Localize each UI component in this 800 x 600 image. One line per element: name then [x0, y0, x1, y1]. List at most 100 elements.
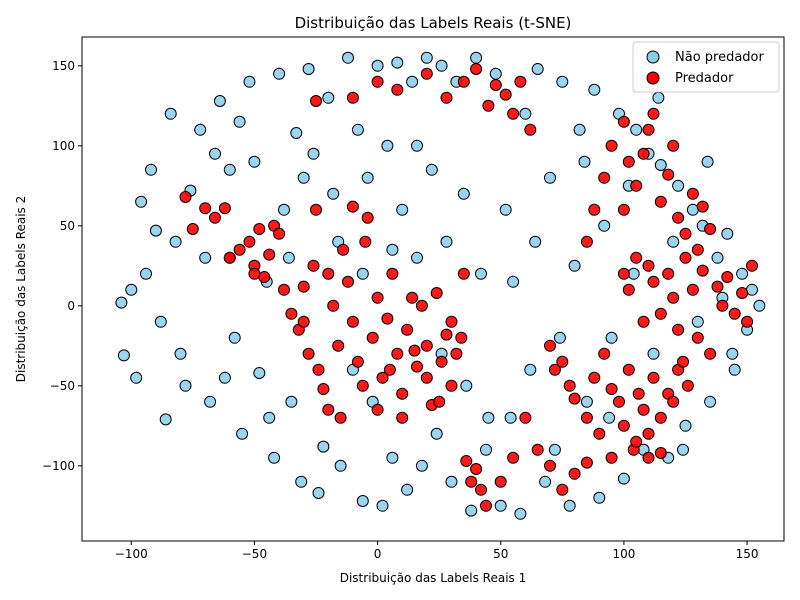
point-predador-27 — [351, 355, 364, 368]
point-predador-1 — [186, 223, 199, 235]
point-predador-94 — [613, 395, 625, 408]
point-predador-17 — [302, 347, 315, 360]
point-predador-147 — [598, 171, 611, 184]
point-nao-predador-96 — [704, 395, 717, 408]
point-predador-25 — [342, 275, 354, 288]
point-predador-91 — [588, 371, 601, 384]
x-tick-label: −100 — [115, 547, 148, 561]
point-nao-predador-52 — [435, 59, 448, 72]
point-predador-81 — [391, 83, 404, 96]
point-nao-predador-21 — [273, 67, 286, 80]
point-predador-143 — [704, 223, 717, 235]
point-predador-16 — [297, 280, 310, 293]
point-predador-74 — [489, 79, 502, 91]
point-predador-55 — [248, 267, 261, 280]
point-predador-78 — [524, 123, 537, 136]
point-nao-predador-131 — [677, 443, 689, 456]
point-nao-predador-132 — [701, 155, 714, 168]
point-predador-51 — [470, 463, 483, 475]
point-predador-145 — [622, 155, 635, 168]
point-nao-predador-54 — [445, 475, 458, 488]
point-predador-129 — [746, 259, 758, 272]
point-nao-predador-36 — [356, 495, 369, 507]
legend-marker-nao-predador — [646, 50, 660, 64]
point-predador-46 — [445, 315, 458, 328]
point-nao-predador-39 — [371, 59, 384, 72]
point-predador-48 — [455, 331, 468, 344]
point-nao-predador-65 — [514, 507, 527, 520]
point-predador-102 — [654, 411, 667, 424]
point-predador-0 — [179, 191, 192, 203]
y-tick-label: 0 — [67, 299, 75, 313]
point-predador-155 — [556, 483, 569, 496]
point-nao-predador-61 — [489, 67, 502, 80]
point-predador-54 — [223, 251, 236, 264]
point-predador-88 — [563, 379, 576, 392]
point-predador-19 — [312, 363, 325, 376]
point-nao-predador-11 — [204, 395, 217, 408]
point-nao-predador-88 — [654, 159, 667, 171]
point-nao-predador-60 — [482, 411, 495, 424]
point-nao-predador-64 — [507, 275, 520, 288]
point-predador-113 — [647, 275, 660, 288]
point-predador-116 — [667, 291, 680, 304]
point-nao-predador-43 — [391, 56, 404, 69]
point-nao-predador-124 — [504, 411, 517, 424]
point-predador-86 — [548, 363, 561, 376]
point-nao-predador-97 — [711, 251, 724, 264]
point-nao-predador-33 — [342, 51, 354, 64]
point-nao-predador-82 — [617, 472, 630, 485]
point-predador-39 — [411, 360, 423, 373]
point-predador-11 — [263, 248, 276, 261]
point-nao-predador-99 — [721, 227, 734, 240]
point-nao-predador-35 — [351, 123, 364, 136]
point-predador-132 — [637, 147, 650, 160]
point-predador-57 — [297, 315, 310, 328]
point-predador-70 — [457, 267, 470, 280]
point-predador-3 — [209, 211, 221, 224]
point-predador-138 — [672, 211, 685, 224]
point-nao-predador-30 — [322, 91, 335, 104]
x-axis-label: Distribuição das Labels Reais 1 — [340, 571, 527, 585]
point-nao-predador-45 — [401, 483, 414, 496]
point-nao-predador-4 — [145, 163, 157, 176]
point-predador-137 — [667, 139, 680, 152]
point-nao-predador-106 — [140, 267, 152, 280]
point-predador-154 — [494, 475, 507, 488]
point-predador-65 — [396, 411, 409, 424]
point-predador-111 — [637, 315, 650, 328]
point-predador-99 — [637, 403, 650, 416]
point-predador-136 — [662, 168, 675, 181]
point-predador-71 — [457, 75, 470, 88]
point-predador-95 — [617, 419, 630, 432]
point-predador-14 — [285, 307, 298, 320]
point-predador-100 — [642, 427, 655, 440]
point-predador-4 — [218, 202, 231, 215]
point-nao-predador-128 — [603, 411, 616, 424]
point-nao-predador-5 — [149, 224, 162, 237]
point-predador-110 — [630, 251, 643, 264]
point-nao-predador-24 — [290, 127, 303, 139]
point-predador-101 — [647, 371, 660, 384]
point-predador-35 — [391, 347, 404, 360]
point-nao-predador-92 — [679, 419, 692, 432]
point-nao-predador-103 — [746, 283, 758, 296]
legend-label-predador: Predador — [675, 71, 734, 86]
y-tick-label: 100 — [52, 139, 75, 153]
point-nao-predador-28 — [312, 487, 325, 499]
point-nao-predador-22 — [278, 203, 290, 216]
point-nao-predador-111 — [209, 147, 221, 160]
point-nao-predador-69 — [539, 475, 552, 488]
point-nao-predador-25 — [295, 475, 308, 488]
point-nao-predador-71 — [548, 443, 561, 456]
point-predador-150 — [519, 411, 532, 424]
point-nao-predador-120 — [411, 139, 423, 152]
point-predador-151 — [531, 443, 544, 456]
point-predador-121 — [696, 264, 709, 277]
point-predador-123 — [711, 280, 724, 293]
point-predador-10 — [258, 271, 271, 283]
point-nao-predador-18 — [253, 367, 266, 379]
point-predador-120 — [691, 331, 704, 344]
point-predador-90 — [580, 411, 593, 424]
point-predador-144 — [617, 115, 630, 128]
